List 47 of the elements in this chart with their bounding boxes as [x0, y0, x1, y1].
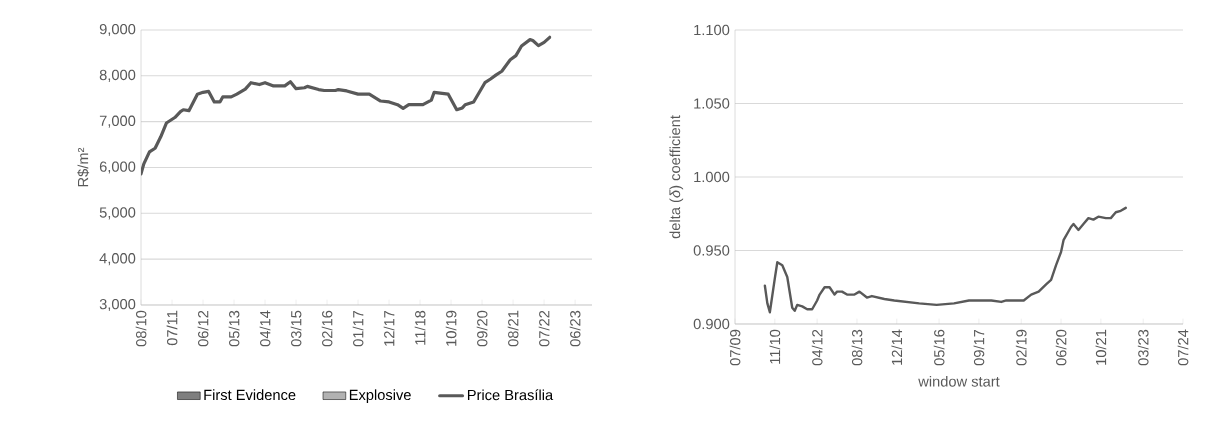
x-tick-label: 05/16 [933, 329, 945, 366]
legend-label: Explosive [349, 389, 411, 403]
x-axis-title: window start [918, 375, 1000, 387]
y-tick-label: 7,000 [99, 115, 136, 128]
x-tick-label: 03/15 [290, 310, 302, 347]
x-tick-label: 11/10 [769, 329, 781, 364]
x-tick-label: 01/17 [352, 310, 364, 347]
y-tick-label: 0.900 [693, 318, 730, 330]
x-tick-label: 05/13 [228, 310, 240, 347]
x-tick-label: 08/10 [135, 310, 147, 347]
x-tick-label: 09/17 [973, 329, 985, 366]
y-tick-label: 1.050 [694, 98, 730, 109]
x-tick-label: 03/23 [1137, 329, 1149, 366]
y-tick-label: 0.950 [693, 245, 730, 256]
x-tick-label: 04/14 [259, 310, 271, 347]
x-tick-label: 12/17 [383, 310, 395, 346]
x-tick-label: 07/09 [729, 329, 741, 366]
line-series [141, 35, 552, 176]
x-tick-label: 07/11 [166, 310, 178, 346]
legend-label: First Evidence [204, 389, 296, 401]
x-tick-label: 08/13 [851, 329, 863, 366]
x-tick-label: 06/20 [1055, 329, 1067, 366]
line-series [763, 206, 1127, 314]
x-tick-label: 12/14 [891, 329, 903, 365]
x-tick-label: 02/16 [321, 310, 333, 347]
x-tick-label: 10/21 [1095, 329, 1107, 365]
x-tick-label: 11/18 [414, 310, 426, 345]
y-tick-label: 3,000 [99, 298, 136, 312]
x-tick-label: 07/24 [1177, 329, 1189, 366]
y-tick-label: 8,000 [99, 69, 136, 82]
x-tick-label: 07/22 [538, 310, 550, 347]
x-tick-label: 08/21 [507, 310, 519, 347]
y-tick-label: 6,000 [99, 161, 136, 174]
y-axis-title: delta (δ) coefficient [669, 115, 684, 239]
x-tick-label: 06/23 [569, 310, 581, 347]
x-tick-label: 04/12 [811, 329, 823, 366]
x-tick-label: 10/19 [445, 310, 457, 346]
x-tick-label: 02/19 [1015, 329, 1027, 366]
y-tick-label: 1.100 [694, 24, 730, 36]
y-tick-label: 1.000 [694, 171, 730, 183]
x-tick-label: 06/12 [197, 310, 209, 347]
y-axis-title: R$/m² [77, 147, 90, 187]
y-tick-label: 5,000 [99, 207, 136, 220]
y-tick-label: 9,000 [99, 23, 136, 37]
legend-label: Price Brasília [467, 389, 554, 401]
x-tick-label: 09/20 [476, 310, 488, 347]
y-tick-label: 4,000 [99, 253, 136, 266]
